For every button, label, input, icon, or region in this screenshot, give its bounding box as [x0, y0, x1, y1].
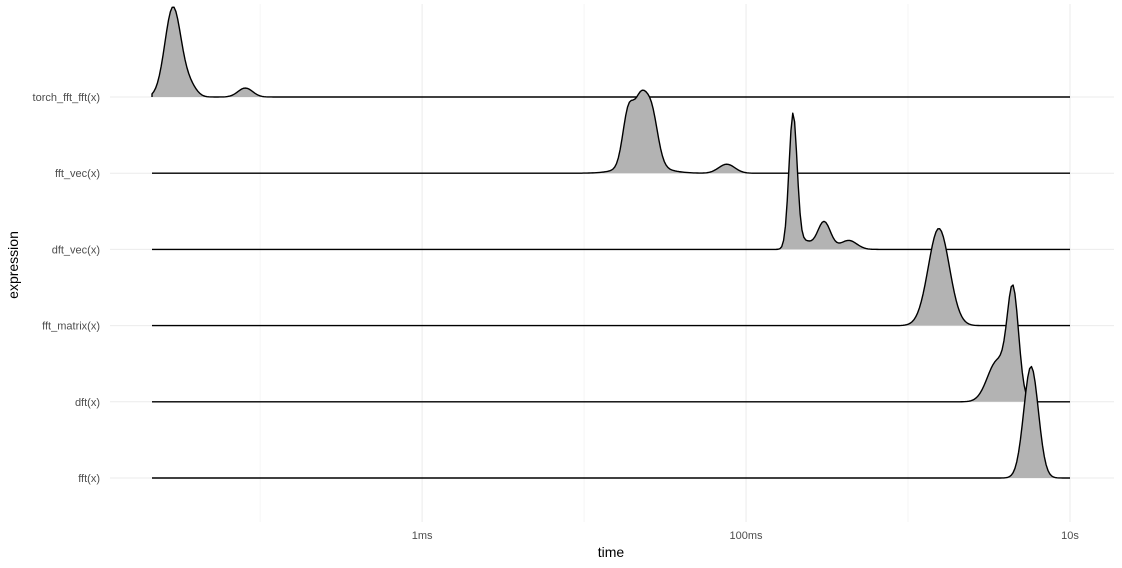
ridges: [151, 6, 1070, 479]
x-tick-label: 10s: [1061, 530, 1079, 542]
y-tick-label: fft(x): [78, 473, 100, 485]
ridge-dft-vec-x: [152, 112, 1070, 251]
x-axis-title: time: [598, 544, 625, 560]
y-tick-label: dft(x): [75, 397, 100, 409]
y-tick-label: torch_fft_fft(x): [33, 92, 100, 104]
x-tick-labels: 1ms 100ms 10s: [412, 530, 1080, 542]
y-tick-labels: fft(x) dft(x) fft_matrix(x) dft_vec(x) fft_v…: [33, 92, 100, 485]
x-tick-label: 100ms: [730, 530, 764, 542]
ridge-fft-vec-x: [152, 89, 1070, 174]
ridge-torch-fft-fft-x: [151, 6, 1070, 98]
ridge-fft-x: [152, 365, 1070, 479]
y-axis-title: expression: [5, 231, 21, 299]
ridge-dft-x: [152, 284, 1070, 403]
ridge-fft-matrix-x: [152, 227, 1070, 327]
y-tick-label: dft_vec(x): [52, 244, 100, 256]
x-tick-label: 1ms: [412, 530, 433, 542]
grid: [110, 4, 1114, 522]
y-tick-label: fft_matrix(x): [42, 321, 100, 333]
y-tick-label: fft_vec(x): [55, 168, 100, 180]
